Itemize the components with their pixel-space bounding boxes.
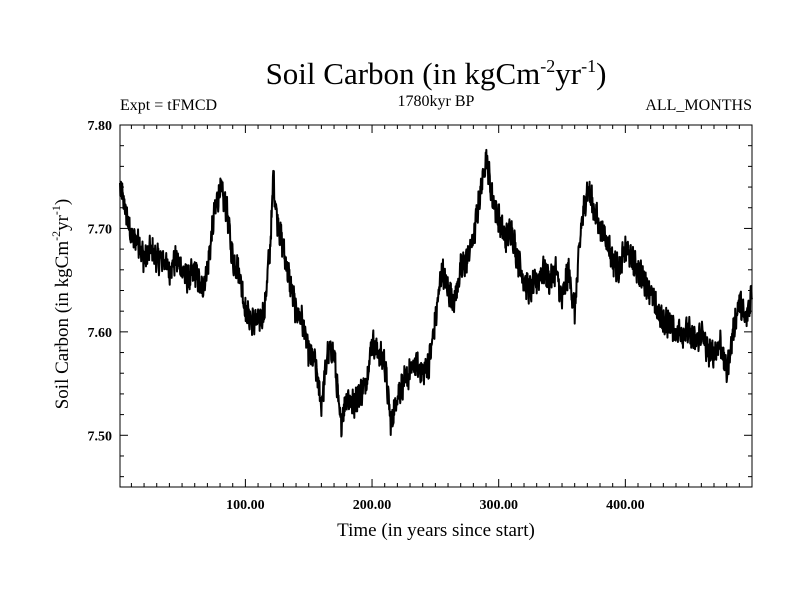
x-axis-label: Time (in years since start): [337, 520, 535, 541]
y-tick-label: 7.80: [88, 119, 113, 134]
chart-title-end: ): [596, 56, 606, 91]
chart-title-sup1: -2: [540, 56, 555, 76]
chart-title: Soil Carbon (in kgCm-2yr-1): [266, 56, 607, 91]
y-tick-label: 7.50: [88, 429, 113, 444]
y-axis-label-mid: yr: [52, 214, 73, 231]
subtitle-months: ALL_MONTHS: [645, 97, 752, 114]
x-tick-label: 400.00: [606, 498, 645, 513]
y-axis-label-sup1: -2: [49, 231, 63, 241]
subtitle-experiment: Expt = tFMCD: [120, 97, 217, 114]
series-line: [119, 148, 753, 438]
x-tick-label: 300.00: [479, 498, 518, 513]
y-axis-label-main: Soil Carbon (in kgCm: [52, 241, 73, 410]
chart-title-sup2: -1: [581, 56, 596, 76]
chart-title-mid: yr: [555, 56, 582, 91]
tick-labels: 100.00 200.00 300.00 400.00 7.50 7.60 7.70 7.80: [88, 119, 645, 513]
y-axis-label: Soil Carbon (in kgCm-2yr-1): [49, 199, 73, 410]
y-tick-label: 7.60: [88, 326, 113, 341]
subtitle-period: 1780kyr BP: [398, 93, 475, 110]
y-axis-label-end: ): [52, 199, 73, 205]
y-axis-label-sup2: -1: [49, 205, 63, 215]
x-tick-label: 200.00: [353, 498, 392, 513]
x-tick-label: 100.00: [226, 498, 265, 513]
chart-title-main: Soil Carbon (in kgCm: [266, 56, 541, 91]
y-tick-label: 7.70: [88, 222, 113, 237]
series-group: [119, 148, 753, 438]
plot-frame: [119, 124, 753, 488]
tick-marks: [120, 124, 752, 487]
